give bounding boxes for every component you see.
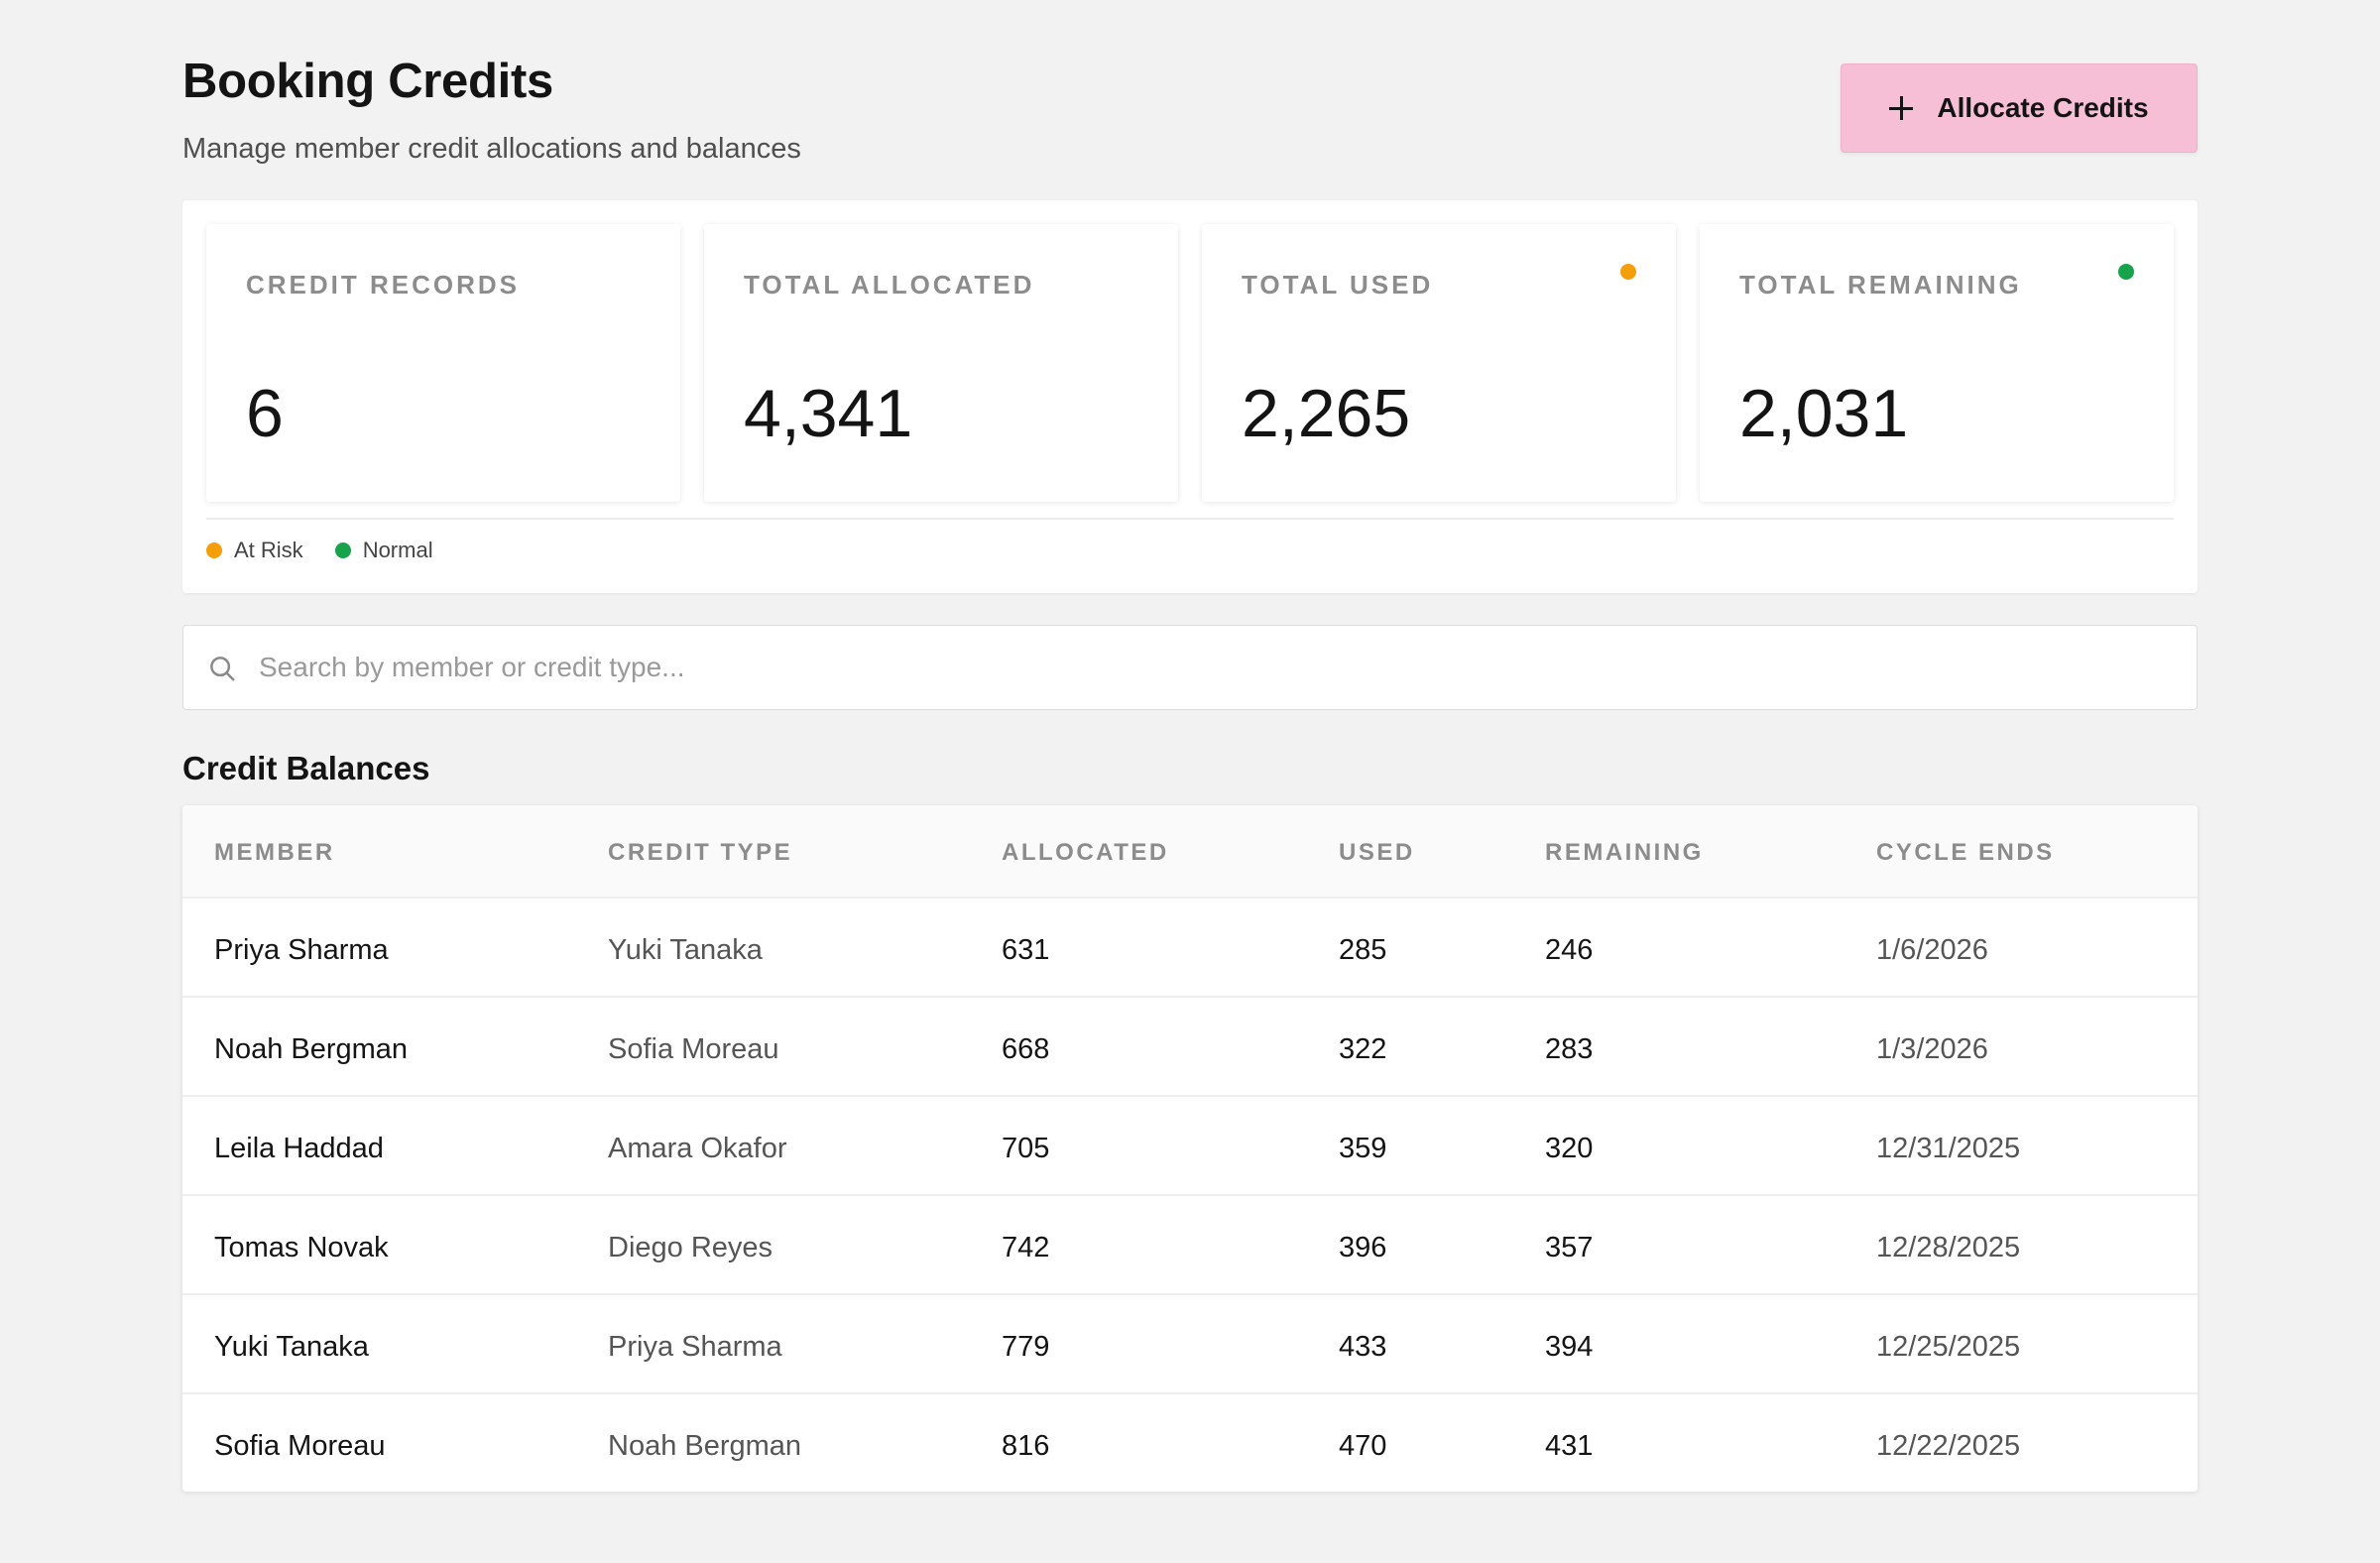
table-row[interactable]: Priya Sharma Yuki Tanaka 631 285 246 1/6… xyxy=(182,897,2198,996)
plus-icon xyxy=(1889,96,1914,120)
cell-remaining: 394 xyxy=(1545,1331,1594,1363)
stat-value: 6 xyxy=(246,376,284,451)
cell-remaining: 246 xyxy=(1545,934,1594,966)
cell-used: 470 xyxy=(1339,1430,1387,1462)
cell-remaining: 320 xyxy=(1545,1133,1594,1164)
cell-allocated: 631 xyxy=(1002,934,1050,966)
cell-cycle-ends: 12/28/2025 xyxy=(1876,1232,2021,1263)
column-header-member[interactable]: MEMBER xyxy=(214,839,335,866)
cell-cycle-ends: 1/3/2026 xyxy=(1876,1033,1988,1065)
stats-panel: CREDIT RECORDS 6 TOTAL ALLOCATED 4,341 T… xyxy=(182,200,2198,593)
cell-allocated: 816 xyxy=(1002,1430,1050,1462)
cell-remaining: 357 xyxy=(1545,1232,1594,1263)
allocate-credits-button[interactable]: Allocate Credits xyxy=(1841,63,2198,153)
cell-cycle-ends: 12/25/2025 xyxy=(1876,1331,2021,1363)
credit-balances-table: MEMBER CREDIT TYPE ALLOCATED USED REMAIN… xyxy=(182,805,2198,1492)
cell-credit-type: Amara Okafor xyxy=(608,1133,787,1164)
cell-member: Noah Bergman xyxy=(214,1033,409,1065)
normal-indicator-dot xyxy=(2118,264,2134,280)
stat-card-credit-records: CREDIT RECORDS 6 xyxy=(206,224,680,502)
cell-used: 433 xyxy=(1339,1331,1387,1363)
column-header-credit-type[interactable]: CREDIT TYPE xyxy=(608,839,793,866)
stat-card-total-remaining: TOTAL REMAINING 2,031 xyxy=(1700,224,2174,502)
allocate-credits-label: Allocate Credits xyxy=(1937,92,2149,123)
search-icon xyxy=(210,657,235,681)
stat-label: TOTAL REMAINING xyxy=(1739,270,2022,300)
cell-cycle-ends: 1/6/2026 xyxy=(1876,934,1988,966)
cell-used: 396 xyxy=(1339,1232,1387,1263)
cell-allocated: 742 xyxy=(1002,1232,1050,1263)
cell-credit-type: Sofia Moreau xyxy=(608,1033,779,1065)
cell-member: Sofia Moreau xyxy=(214,1430,386,1462)
page-title: Booking Credits xyxy=(182,55,553,108)
cell-cycle-ends: 12/31/2025 xyxy=(1876,1133,2021,1164)
at-risk-dot-icon xyxy=(206,542,222,558)
stat-value: 2,031 xyxy=(1739,376,1909,451)
at-risk-indicator-dot xyxy=(1620,264,1636,280)
column-header-cycle-ends[interactable]: CYCLE ENDS xyxy=(1876,839,2055,866)
cell-cycle-ends: 12/22/2025 xyxy=(1876,1430,2021,1462)
table-row[interactable]: Leila Haddad Amara Okafor 705 359 320 12… xyxy=(182,1095,2198,1194)
table-row[interactable]: Sofia Moreau Noah Bergman 816 470 431 12… xyxy=(182,1392,2198,1492)
search-box[interactable] xyxy=(182,625,2198,710)
legend-item-at-risk: At Risk xyxy=(206,538,303,563)
stat-card-total-used: TOTAL USED 2,265 xyxy=(1202,224,1676,502)
column-header-allocated[interactable]: ALLOCATED xyxy=(1002,839,1169,866)
table-row[interactable]: Noah Bergman Sofia Moreau 668 322 283 1/… xyxy=(182,996,2198,1095)
status-legend: At Risk Normal xyxy=(206,538,433,563)
cell-credit-type: Priya Sharma xyxy=(608,1331,782,1363)
cell-member: Leila Haddad xyxy=(214,1133,384,1164)
cell-credit-type: Noah Bergman xyxy=(608,1430,802,1462)
stat-card-total-allocated: TOTAL ALLOCATED 4,341 xyxy=(704,224,1178,502)
column-header-used[interactable]: USED xyxy=(1339,839,1415,866)
table-row[interactable]: Tomas Novak Diego Reyes 742 396 357 12/2… xyxy=(182,1194,2198,1293)
cell-remaining: 283 xyxy=(1545,1033,1594,1065)
cell-used: 285 xyxy=(1339,934,1387,966)
stat-label: TOTAL ALLOCATED xyxy=(744,270,1035,300)
cell-allocated: 668 xyxy=(1002,1033,1050,1065)
table-row[interactable]: Yuki Tanaka Priya Sharma 779 433 394 12/… xyxy=(182,1293,2198,1392)
cell-used: 322 xyxy=(1339,1033,1387,1065)
stat-label: CREDIT RECORDS xyxy=(246,270,521,300)
table-header: MEMBER CREDIT TYPE ALLOCATED USED REMAIN… xyxy=(182,805,2198,897)
cell-member: Priya Sharma xyxy=(214,934,389,966)
legend-label: At Risk xyxy=(234,538,303,562)
cell-member: Yuki Tanaka xyxy=(214,1331,369,1363)
normal-dot-icon xyxy=(334,542,351,558)
cell-member: Tomas Novak xyxy=(214,1232,389,1263)
column-header-remaining[interactable]: REMAINING xyxy=(1545,839,1704,866)
page-subtitle: Manage member credit allocations and bal… xyxy=(182,133,801,165)
cell-remaining: 431 xyxy=(1545,1430,1594,1462)
section-title: Credit Balances xyxy=(182,750,430,786)
stat-value: 4,341 xyxy=(744,376,913,451)
cell-allocated: 779 xyxy=(1002,1331,1050,1363)
stat-value: 2,265 xyxy=(1242,376,1411,451)
cell-credit-type: Yuki Tanaka xyxy=(608,934,763,966)
page-header: Booking Credits Manage member credit all… xyxy=(182,0,2198,200)
cell-credit-type: Diego Reyes xyxy=(608,1232,774,1263)
legend-label: Normal xyxy=(362,538,433,562)
page: Booking Credits Manage member credit all… xyxy=(182,0,2198,1492)
stat-cards: CREDIT RECORDS 6 TOTAL ALLOCATED 4,341 T… xyxy=(206,224,2174,502)
cell-used: 359 xyxy=(1339,1133,1387,1164)
stat-label: TOTAL USED xyxy=(1242,270,1434,300)
search-input[interactable] xyxy=(259,626,2143,709)
divider xyxy=(206,518,2174,520)
cell-allocated: 705 xyxy=(1002,1133,1050,1164)
legend-item-normal: Normal xyxy=(334,538,433,563)
